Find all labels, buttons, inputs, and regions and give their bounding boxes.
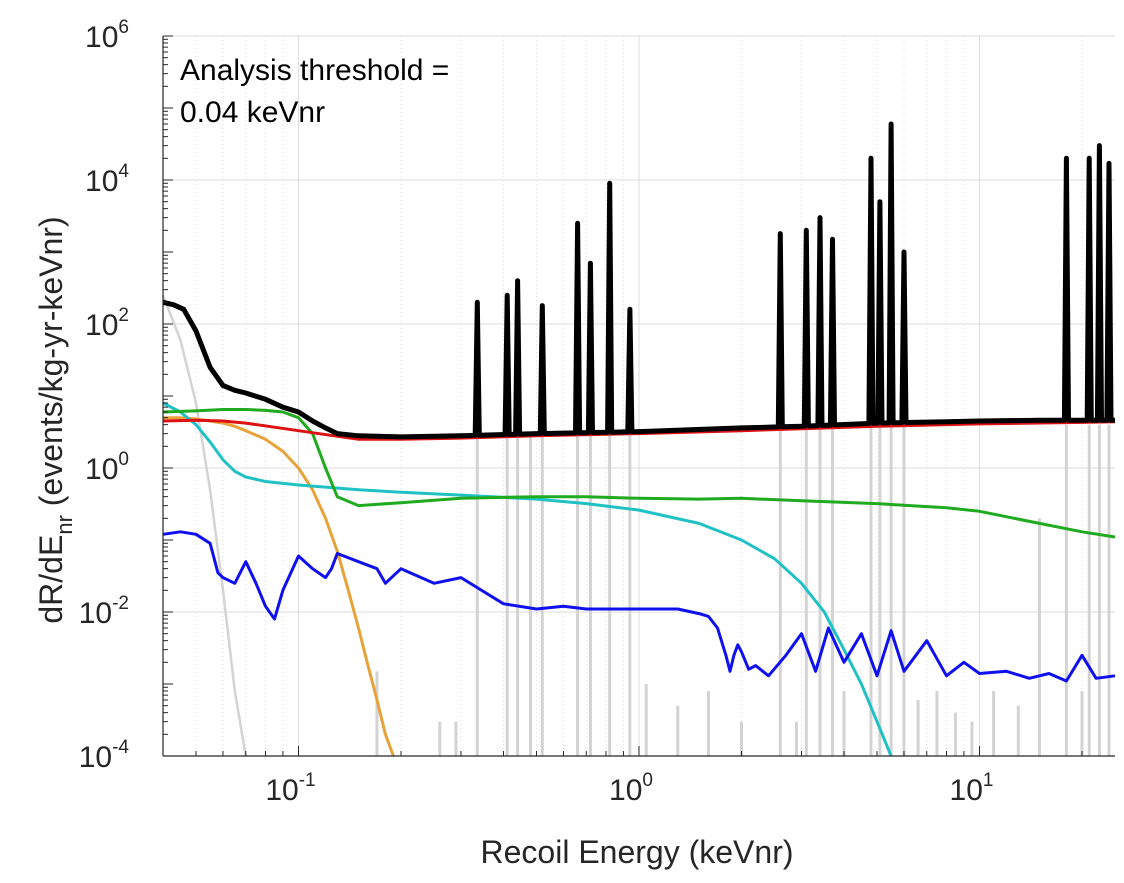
y-tick-exponent: 0 bbox=[118, 449, 129, 470]
y-tick-exponent: -4 bbox=[112, 737, 129, 758]
y-tick-exponent: 4 bbox=[118, 161, 129, 182]
y-axis-label-subscript: nr bbox=[52, 515, 77, 535]
x-tick-label: 10-1 bbox=[265, 770, 315, 807]
y-tick-label: 100 bbox=[85, 449, 129, 486]
series-4 bbox=[162, 408, 1116, 539]
x-tick-exponent: 0 bbox=[642, 770, 653, 791]
x-tick-label: 100 bbox=[609, 770, 653, 807]
y-tick-label: 106 bbox=[85, 17, 129, 54]
y-tick-label: 104 bbox=[85, 161, 129, 198]
grid-lines bbox=[162, 35, 1115, 757]
y-tick-exponent: -2 bbox=[112, 593, 129, 614]
y-tick-base: 10 bbox=[85, 309, 118, 342]
y-axis-label-rest: (events/kg-yr-keVnr) bbox=[33, 216, 69, 515]
y-tick-base: 10 bbox=[79, 741, 112, 774]
series-layer bbox=[161, 121, 1116, 757]
series-6 bbox=[162, 530, 1116, 683]
series-7 bbox=[162, 121, 1116, 440]
x-axis-label: Recoil Energy (keVnr) bbox=[481, 834, 794, 870]
y-tick-base: 10 bbox=[85, 165, 118, 198]
annotation-line-2: 0.04 keVnr bbox=[180, 96, 325, 129]
x-tick-label: 101 bbox=[950, 770, 994, 807]
y-tick-base: 10 bbox=[85, 21, 118, 54]
x-tick-base: 10 bbox=[265, 774, 298, 807]
y-tick-label: 102 bbox=[85, 305, 129, 342]
annotation: Analysis threshold = 0.04 keVnr bbox=[180, 54, 449, 129]
y-tick-label: 10-4 bbox=[79, 737, 130, 774]
x-tick-base: 10 bbox=[609, 774, 642, 807]
y-axis-label: dR/dEnr (events/kg-yr-keVnr) bbox=[33, 216, 77, 623]
y-tick-exponent: 2 bbox=[118, 305, 129, 326]
x-tick-exponent: -1 bbox=[299, 770, 316, 791]
y-tick-base: 10 bbox=[79, 597, 112, 630]
series-1 bbox=[375, 424, 1111, 756]
annotation-line-1: Analysis threshold = bbox=[180, 54, 449, 87]
y-tick-exponent: 6 bbox=[118, 17, 129, 38]
y-axis-label-main: dR/dE bbox=[33, 535, 69, 624]
x-tick-exponent: 1 bbox=[983, 770, 994, 791]
x-tick-base: 10 bbox=[950, 774, 983, 807]
y-tick-base: 10 bbox=[85, 453, 118, 486]
y-tick-label: 10-2 bbox=[79, 593, 129, 630]
